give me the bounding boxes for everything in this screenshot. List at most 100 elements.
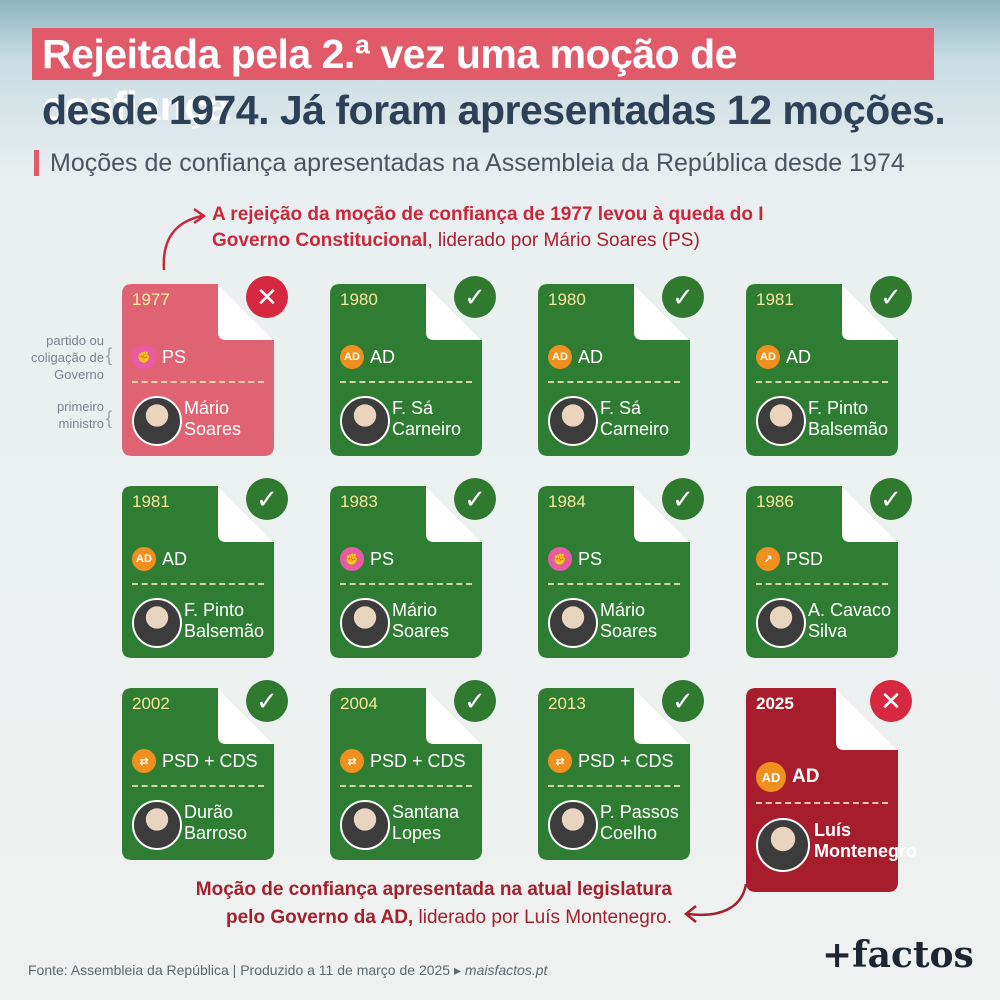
card-party-row: AD AD [132, 547, 187, 571]
footer-site-link[interactable]: maisfactos.pt [464, 962, 548, 978]
pm-portrait [548, 598, 598, 648]
card-prime-minister: Durão Barroso [184, 802, 248, 843]
motion-card: 2004 ✓ ⇄ PSD + CDS Santana Lopes [330, 680, 496, 860]
card-year: 2025 [756, 694, 794, 713]
pm-portrait [548, 800, 598, 850]
card-year: 1983 [340, 492, 378, 511]
ad-icon: AD [756, 762, 786, 792]
legend-party-brace-icon: { [106, 345, 113, 365]
pm-portrait [548, 396, 598, 446]
card-party-row: ⇄ PSD + CDS [132, 749, 258, 773]
card-year: 1981 [132, 492, 170, 511]
pm-portrait [132, 800, 182, 850]
footer-source: Fonte: Assembleia da República | Produzi… [28, 962, 547, 979]
card-year: 1977 [132, 290, 170, 309]
card-year: 1986 [756, 492, 794, 511]
card-prime-minister: A. Cavaco Silva [808, 600, 892, 641]
card-party: PSD + CDS [578, 750, 674, 771]
annotation-1977-plain: , liderado por Mário Soares (PS) [427, 230, 700, 251]
pm-portrait [340, 396, 390, 446]
card-party: AD [786, 346, 812, 367]
card-prime-minister: Santana Lopes [392, 802, 460, 843]
motion-card: 1986 ✓ ↗ PSD A. Cavaco Silva [746, 478, 912, 658]
annotation-2025-bold: Moção de confiança apresentada na atual … [195, 879, 672, 928]
card-divider [756, 802, 888, 804]
page-title-line-1: Rejeitada pela 2.ª vez uma moção de conf… [32, 28, 934, 129]
card-party-row: AD AD [756, 345, 811, 369]
card-prime-minister: Luís Montenegro [814, 820, 917, 861]
card-party-row: AD AD [340, 345, 395, 369]
ps-fist-icon: ✊ [548, 547, 572, 571]
motion-card: 1980 ✓ AD AD F. Sá Carneiro [330, 276, 496, 456]
card-party-row: AD AD [548, 345, 603, 369]
card-party-row: ✊ PS [132, 345, 186, 369]
card-year: 2002 [132, 694, 170, 713]
card-year: 1981 [756, 290, 794, 309]
ps-fist-icon: ✊ [132, 345, 156, 369]
card-year: 1980 [340, 290, 378, 309]
motion-card: 1983 ✓ ✊ PS Mário Soares [330, 478, 496, 658]
card-party: PS [578, 548, 603, 569]
card-year: 1984 [548, 492, 586, 511]
psd-arrow-icon: ↗ [756, 547, 780, 571]
cross-icon: ✕ [870, 680, 912, 722]
card-divider [548, 381, 680, 383]
ps-fist-icon: ✊ [340, 547, 364, 571]
cross-icon: ✕ [246, 276, 288, 318]
subtitle-accent-bar [34, 150, 39, 176]
pm-portrait [756, 598, 806, 648]
card-party: PSD + CDS [162, 750, 258, 771]
legend-pm-label: primeiro ministro [57, 399, 104, 431]
card-party: AD [370, 346, 396, 367]
card-year: 1980 [548, 290, 586, 309]
card-party-row: ⇄ PSD + CDS [548, 749, 674, 773]
card-divider [132, 785, 264, 787]
card-divider [132, 583, 264, 585]
check-icon: ✓ [454, 680, 496, 722]
annotation-2025: Moção de confiança apresentada na atual … [160, 876, 672, 932]
pm-portrait [340, 800, 390, 850]
card-party-row: AD AD [756, 762, 819, 792]
motion-card: 2013 ✓ ⇄ PSD + CDS P. Passos Coelho [538, 680, 704, 860]
card-party-row: ✊ PS [340, 547, 394, 571]
card-year: 2004 [340, 694, 378, 713]
card-divider [132, 381, 264, 383]
card-divider [756, 583, 888, 585]
psd-cds-icon: ⇄ [548, 749, 572, 773]
annotation-1977-bold: A rejeição da moção de confiança de 1977… [212, 204, 764, 251]
check-icon: ✓ [662, 478, 704, 520]
ad-icon: AD [756, 345, 780, 369]
check-icon: ✓ [870, 478, 912, 520]
annotation-bottom-arrow-icon [683, 883, 748, 923]
card-prime-minister: Mário Soares [600, 600, 658, 641]
check-icon: ✓ [870, 276, 912, 318]
check-icon: ✓ [662, 680, 704, 722]
page-title-line-2: desde 1974. Já foram apresentadas 12 moç… [42, 87, 946, 133]
pm-portrait [756, 818, 810, 872]
card-divider [756, 381, 888, 383]
check-icon: ✓ [454, 276, 496, 318]
card-prime-minister: F. Sá Carneiro [600, 398, 670, 439]
annotation-top-arrow-icon [162, 207, 207, 271]
annotation-2025-plain: liderado por Luís Montenegro. [413, 907, 672, 928]
check-icon: ✓ [246, 680, 288, 722]
card-divider [548, 583, 680, 585]
motion-card: 1981 ✓ AD AD F. Pinto Balsemão [746, 276, 912, 456]
legend-party-label: partido ou coligação de Governo [31, 333, 104, 382]
motion-card: 1980 ✓ AD AD F. Sá Carneiro [538, 276, 704, 456]
brand-logo: +factos [822, 934, 974, 976]
psd-cds-icon: ⇄ [132, 749, 156, 773]
card-party-row: ⇄ PSD + CDS [340, 749, 466, 773]
motion-card: 1981 ✓ AD AD F. Pinto Balsemão [122, 478, 288, 658]
card-prime-minister: F. Sá Carneiro [392, 398, 462, 439]
motion-card: 1977 ✕ ✊ PS Mário Soares [122, 276, 288, 456]
card-party: PSD [786, 548, 824, 569]
card-divider [340, 785, 472, 787]
pm-portrait [756, 396, 806, 446]
card-party: AD [578, 346, 604, 367]
card-party: AD [792, 766, 820, 787]
card-prime-minister: F. Pinto Balsemão [808, 398, 889, 439]
check-icon: ✓ [454, 478, 496, 520]
card-party: PSD + CDS [370, 750, 466, 771]
legend-pm-brace-icon: { [106, 408, 113, 428]
